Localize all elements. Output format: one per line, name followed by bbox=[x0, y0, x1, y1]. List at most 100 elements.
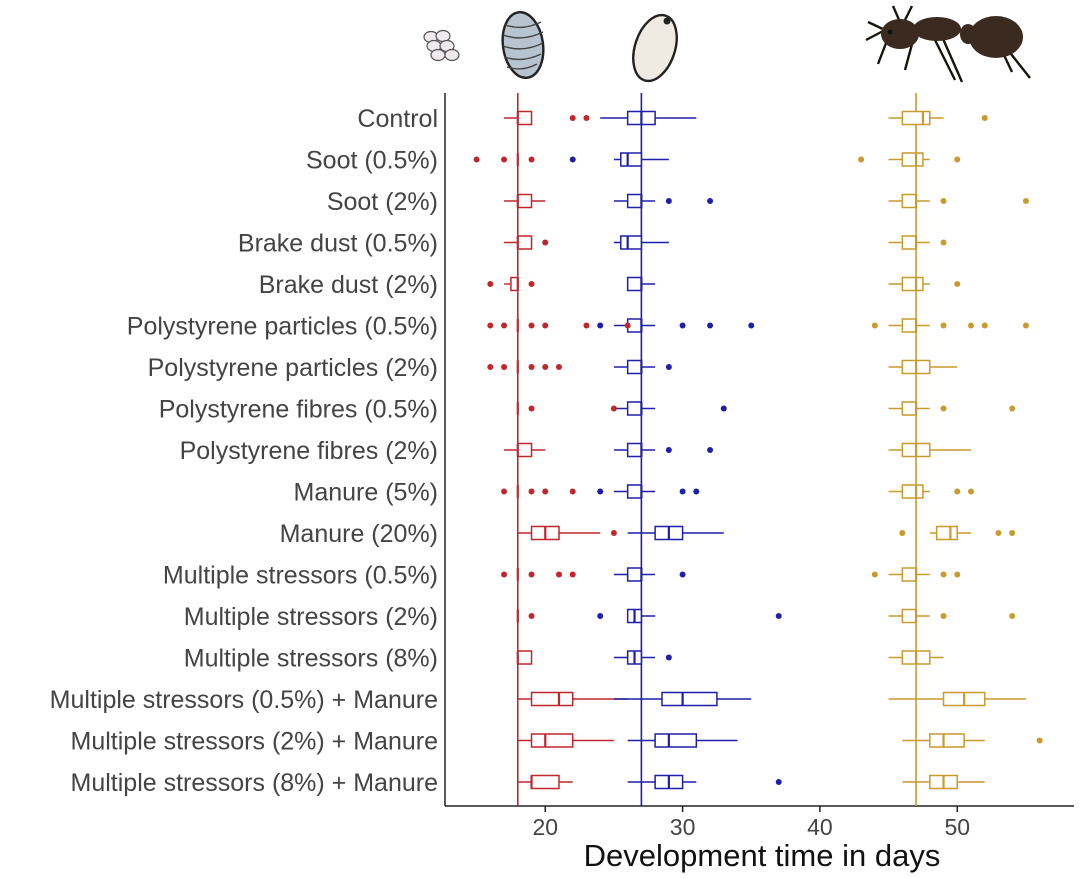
outlier-pupal-stage-multiple-stressors-8-29 bbox=[665, 654, 672, 661]
outlier-larval-stage-manure-5-19 bbox=[528, 488, 535, 495]
box-larval-stage-soot-2 bbox=[517, 193, 533, 209]
category-label-multiple-stressors-0-5: Multiple stressors (0.5%) bbox=[163, 562, 438, 590]
outlier-pupal-stage-polystyrene-fibres-2-29 bbox=[665, 447, 672, 453]
outlier-larval-stage-polystyrene-particles-2-21 bbox=[555, 364, 562, 370]
outlier-larval-stage-manure-5-17 bbox=[501, 488, 508, 495]
category-label-brake-dust-2: Brake dust (2%) bbox=[259, 271, 438, 299]
outlier-adult-emergence-polystyrene-particles-0-5-51 bbox=[967, 322, 974, 329]
outlier-pupal-stage-multiple-stressors-8-manure-37 bbox=[775, 779, 782, 785]
category-label-polystyrene-particles-0-5: Polystyrene particles (0.5%) bbox=[127, 313, 438, 341]
outlier-adult-emergence-polystyrene-fibres-0-5-54 bbox=[1009, 405, 1016, 412]
outlier-adult-emergence-soot-2-49 bbox=[940, 198, 947, 204]
x-tick-label-50: 50 bbox=[944, 814, 970, 840]
box-larval-stage-brake-dust-0-5 bbox=[517, 235, 533, 250]
outlier-larval-stage-brake-dust-0-5-20 bbox=[542, 239, 549, 246]
outlier-larval-stage-polystyrene-particles-0-5-20 bbox=[542, 322, 549, 329]
larva-icon bbox=[501, 11, 545, 79]
outlier-pupal-stage-polystyrene-particles-0-5-35 bbox=[748, 322, 755, 329]
outlier-adult-emergence-soot-0-5-50 bbox=[954, 156, 961, 163]
outlier-adult-emergence-soot-2-55 bbox=[1022, 198, 1029, 204]
box-adult-emergence-polystyrene-fibres-0-5 bbox=[901, 401, 917, 416]
category-label-multiple-stressors-8: Multiple stressors (8%) bbox=[184, 645, 438, 673]
outlier-adult-emergence-multiple-stressors-0-5-49 bbox=[940, 571, 947, 578]
outlier-adult-emergence-manure-5-50 bbox=[954, 488, 961, 495]
ant-worker-icon bbox=[865, 5, 1031, 83]
outlier-larval-stage-multiple-stressors-0-5-19 bbox=[528, 571, 535, 578]
outlier-larval-stage-brake-dust-2-19 bbox=[528, 281, 535, 287]
outlier-pupal-stage-manure-5-31 bbox=[693, 488, 700, 495]
whiskers bbox=[504, 117, 1026, 783]
outlier-larval-stage-soot-0-5-19 bbox=[528, 156, 535, 163]
category-label-polystyrene-fibres-2: Polystyrene fibres (2%) bbox=[180, 437, 438, 465]
box-adult-emergence-brake-dust-2 bbox=[901, 276, 924, 292]
outlier-pupal-stage-polystyrene-particles-0-5-24 bbox=[597, 322, 604, 329]
x-ticks: 20 30 40 50 bbox=[532, 806, 970, 840]
outlier-adult-emergence-polystyrene-particles-0-5-49 bbox=[940, 322, 947, 329]
x-axis-title: Development time in days bbox=[584, 838, 941, 873]
box-larval-stage-multiple-stressors-2-manure bbox=[530, 733, 574, 748]
outlier-adult-emergence-polystyrene-fibres-0-5-49 bbox=[940, 405, 947, 412]
outlier-larval-stage-polystyrene-particles-2-20 bbox=[542, 364, 549, 370]
box-pupal-stage-polystyrene-fibres-0-5 bbox=[626, 401, 643, 416]
outlier-adult-emergence-manure-5-51 bbox=[967, 488, 974, 495]
x-tick-label-40: 40 bbox=[807, 814, 833, 840]
box-pupal-stage-brake-dust-0-5 bbox=[620, 235, 643, 250]
outlier-larval-stage-brake-dust-2-16 bbox=[487, 281, 494, 287]
outlier-adult-emergence-multiple-stressors-2-manure-56 bbox=[1036, 737, 1043, 744]
box-pupal-stage-manure-5 bbox=[626, 484, 643, 499]
box-larval-stage-control bbox=[517, 110, 533, 126]
outlier-pupal-stage-soot-0-5-22 bbox=[569, 156, 576, 163]
outlier-larval-stage-multiple-stressors-2-19 bbox=[528, 613, 535, 619]
box-pupal-stage-multiple-stressors-0-5 bbox=[626, 567, 643, 582]
box-larval-stage-multiple-stressors-0-5-manure bbox=[530, 691, 574, 707]
box-adult-emergence-manure-5 bbox=[901, 484, 924, 499]
outlier-larval-stage-soot-0-5-17 bbox=[501, 156, 508, 163]
outlier-larval-stage-manure-5-22 bbox=[569, 488, 576, 495]
outlier-larval-stage-polystyrene-particles-0-5-26 bbox=[624, 322, 631, 329]
outlier-larval-stage-polystyrene-particles-0-5-17 bbox=[501, 322, 508, 329]
outlier-larval-stage-polystyrene-particles-0-5-19 bbox=[528, 322, 535, 329]
box-pupal-stage-soot-0-5 bbox=[620, 152, 643, 167]
medians bbox=[516, 111, 966, 789]
category-label-brake-dust-0-5: Brake dust (0.5%) bbox=[238, 230, 438, 258]
outlier-adult-emergence-manure-20-54 bbox=[1009, 530, 1016, 536]
outlier-pupal-stage-manure-5-30 bbox=[679, 488, 686, 495]
outlier-adult-emergence-manure-20-46 bbox=[899, 530, 906, 536]
outlier-larval-stage-control-22 bbox=[569, 115, 576, 121]
category-label-manure-5: Manure (5%) bbox=[294, 479, 439, 507]
category-label-control: Control bbox=[357, 105, 438, 133]
outlier-pupal-stage-soot-2-29 bbox=[665, 198, 672, 204]
outlier-adult-emergence-polystyrene-particles-0-5-55 bbox=[1022, 322, 1029, 329]
category-label-multiple-stressors-8-manure: Multiple stressors (8%) + Manure bbox=[71, 769, 438, 797]
box-pupal-stage-polystyrene-particles-2 bbox=[626, 359, 643, 375]
box-adult-emergence-multiple-stressors-2-manure bbox=[929, 733, 965, 748]
outlier-adult-emergence-soot-0-5-43 bbox=[858, 156, 865, 163]
box-larval-stage-multiple-stressors-8-manure bbox=[530, 774, 560, 790]
pupa-icon bbox=[632, 13, 678, 83]
category-label-multiple-stressors-2-manure: Multiple stressors (2%) + Manure bbox=[71, 728, 438, 756]
outlier-adult-emergence-multiple-stressors-2-54 bbox=[1009, 613, 1016, 619]
box-adult-emergence-multiple-stressors-2 bbox=[901, 608, 917, 624]
box-larval-stage-polystyrene-fibres-2 bbox=[517, 442, 533, 458]
outliers bbox=[473, 115, 1043, 785]
outlier-pupal-stage-multiple-stressors-2-24 bbox=[597, 613, 604, 619]
category-label-soot-0-5: Soot (0.5%) bbox=[306, 147, 438, 175]
outlier-larval-stage-multiple-stressors-0-5-21 bbox=[555, 571, 562, 578]
outlier-larval-stage-polystyrene-fibres-0-5-25 bbox=[610, 405, 617, 412]
outlier-pupal-stage-polystyrene-particles-0-5-32 bbox=[707, 322, 714, 329]
box-pupal-stage-brake-dust-2 bbox=[626, 276, 643, 292]
outlier-pupal-stage-polystyrene-particles-0-5-30 bbox=[679, 322, 686, 329]
outlier-larval-stage-manure-20-25 bbox=[610, 530, 617, 536]
box-adult-emergence-control bbox=[901, 110, 931, 126]
category-label-polystyrene-particles-2: Polystyrene particles (2%) bbox=[148, 354, 438, 382]
x-tick-label-30: 30 bbox=[670, 814, 696, 840]
outlier-larval-stage-polystyrene-fibres-0-5-19 bbox=[528, 405, 535, 412]
outlier-pupal-stage-multiple-stressors-2-37 bbox=[775, 613, 782, 619]
category-label-soot-2: Soot (2%) bbox=[327, 188, 438, 216]
box-adult-emergence-soot-0-5 bbox=[901, 152, 924, 167]
outlier-larval-stage-multiple-stressors-0-5-17 bbox=[501, 571, 508, 578]
outlier-adult-emergence-brake-dust-0-5-49 bbox=[940, 239, 947, 246]
outlier-larval-stage-control-23 bbox=[583, 115, 590, 121]
outlier-adult-emergence-polystyrene-particles-0-5-52 bbox=[981, 322, 988, 329]
